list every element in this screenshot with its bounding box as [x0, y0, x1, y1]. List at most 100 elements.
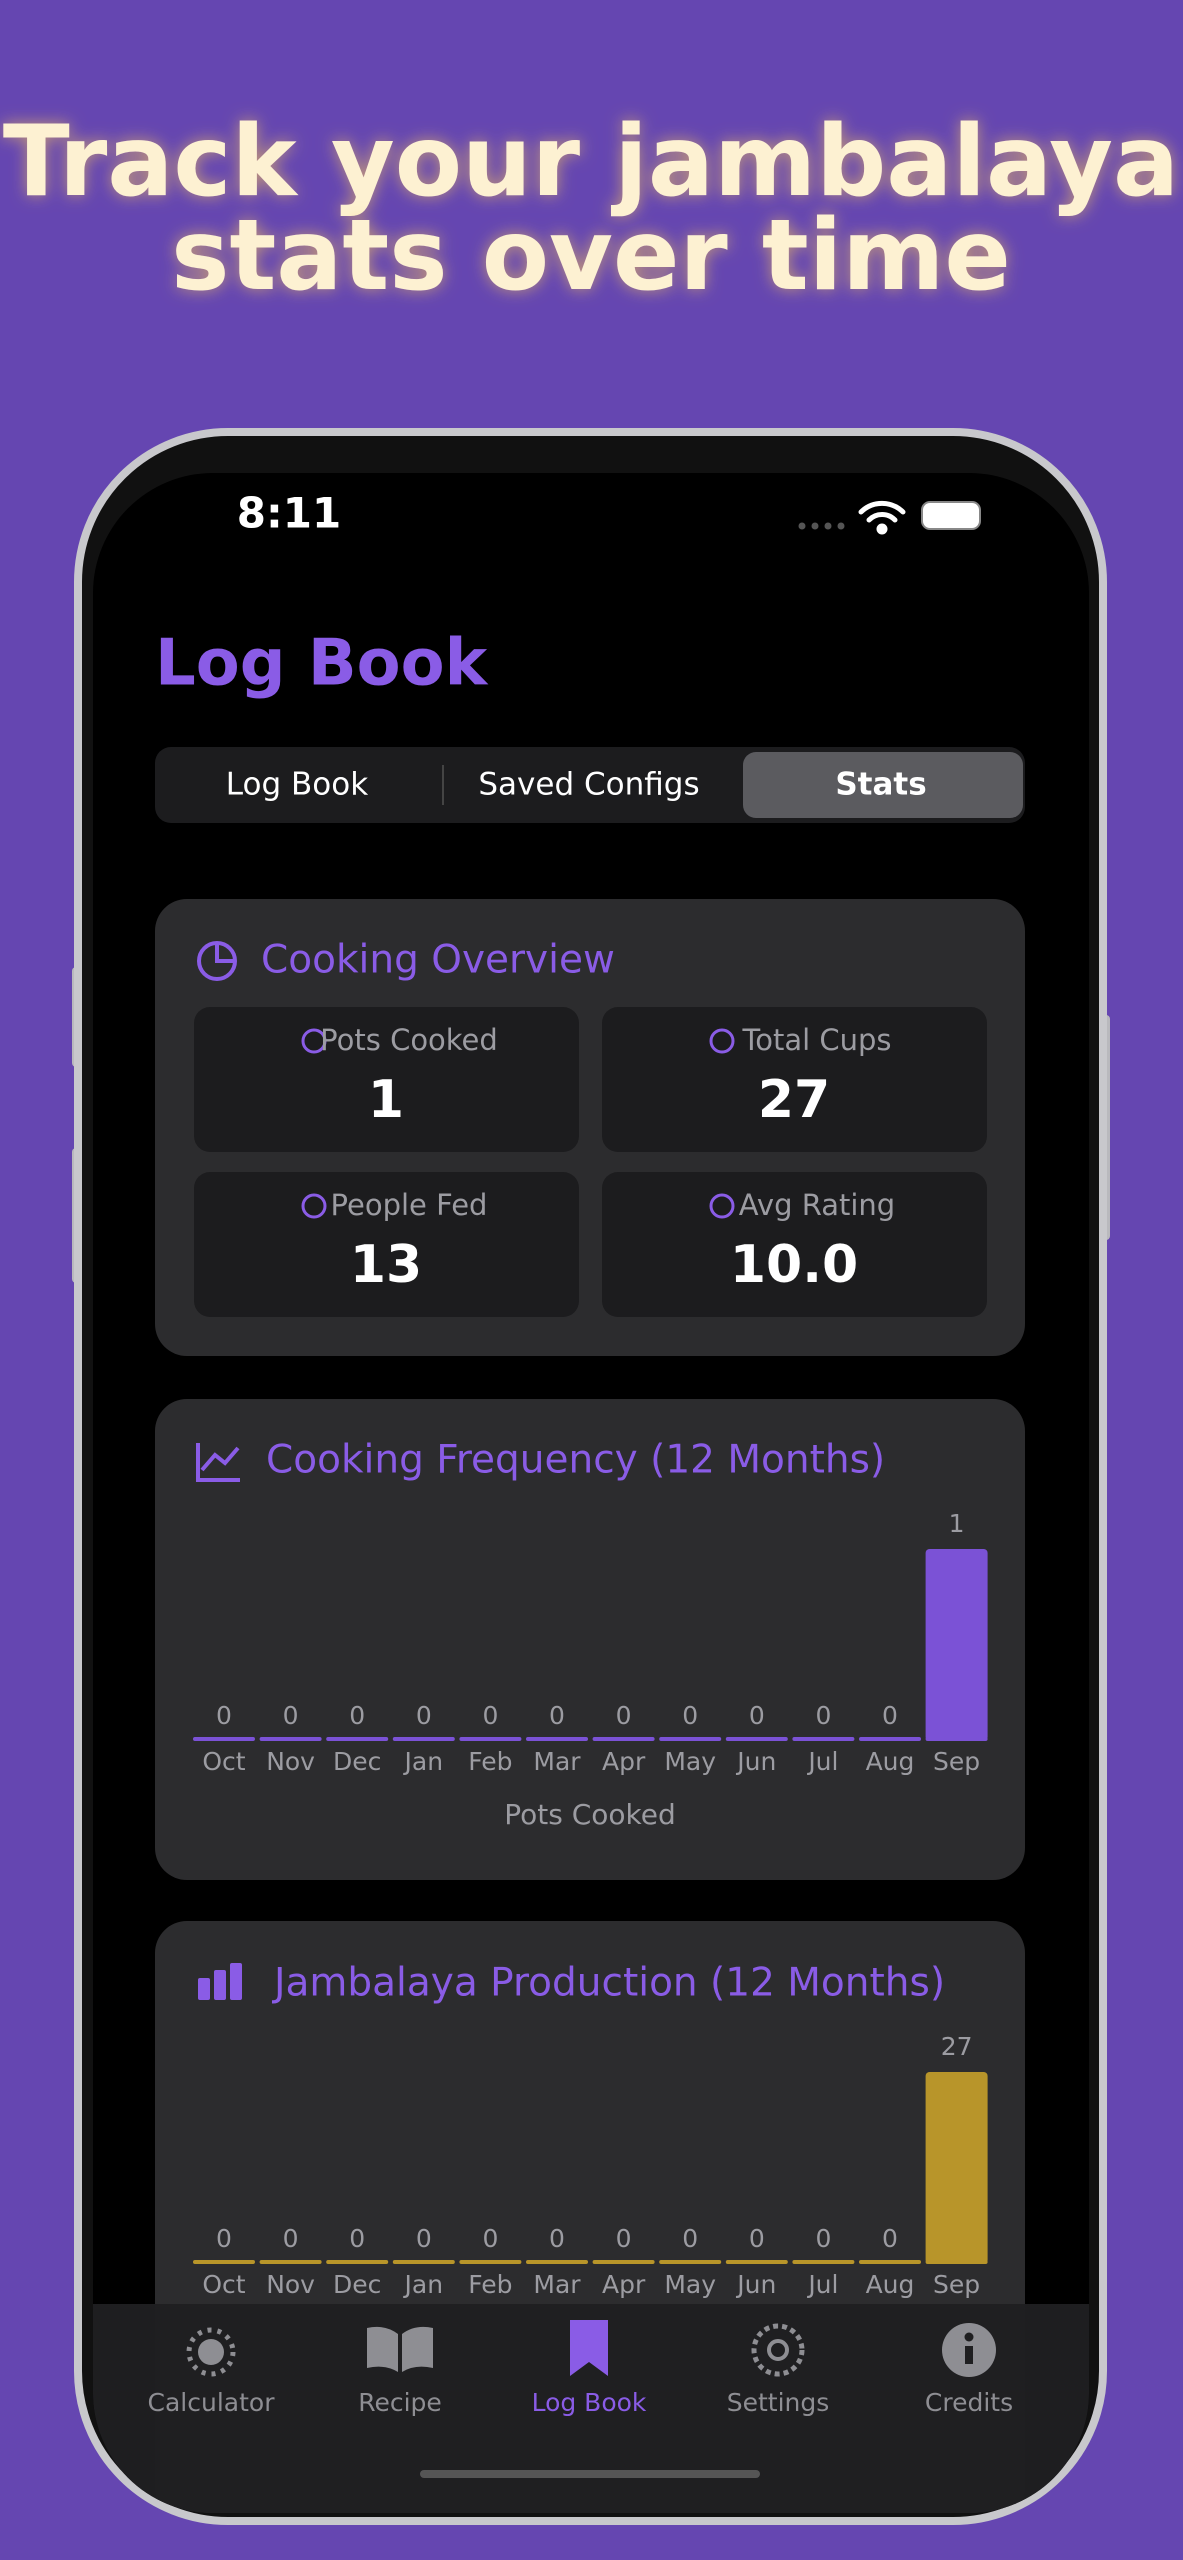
- stat-tile: [194, 1172, 579, 1317]
- data-label: 0: [416, 1701, 432, 1730]
- x-tick-label: Nov: [266, 1747, 315, 1776]
- chart-title: Jambalaya Production (12 Months): [271, 1961, 945, 2006]
- segment[interactable]: Stats: [835, 767, 926, 803]
- bar-baseline: [392, 2260, 455, 2264]
- x-tick-label: Jul: [806, 2270, 838, 2299]
- x-tick-label: Apr: [602, 1747, 646, 1776]
- wifi-icon: [858, 500, 906, 535]
- x-tick-label: Mar: [533, 1747, 581, 1776]
- data-label: 0: [349, 2224, 365, 2253]
- stat-icon: [709, 1193, 735, 1219]
- stat-icon: [301, 1028, 327, 1054]
- bar-baseline: [792, 1737, 855, 1741]
- x-tick-label: Aug: [866, 2270, 915, 2299]
- bar-baseline: [659, 2260, 722, 2264]
- stat-icon: [709, 1028, 735, 1054]
- data-label: 0: [682, 1701, 698, 1730]
- bar-baseline: [592, 1737, 655, 1741]
- x-tick-label: Feb: [468, 1747, 512, 1776]
- bar: [925, 2072, 988, 2264]
- battery-icon: [921, 501, 981, 530]
- data-label: 27: [941, 2032, 973, 2061]
- headline: stats over time: [171, 199, 1011, 313]
- data-label: 0: [482, 1701, 498, 1730]
- x-tick-label: Mar: [533, 2270, 581, 2299]
- stat-tile: [602, 1172, 987, 1317]
- data-label: 0: [416, 2224, 432, 2253]
- card: [155, 1399, 1025, 1880]
- x-tick-label: May: [664, 1747, 716, 1776]
- stat-label: Avg Rating: [739, 1188, 895, 1222]
- bar: [925, 1549, 988, 1741]
- stat-label: Pots Cooked: [320, 1023, 498, 1057]
- stat-label: Total Cups: [741, 1023, 891, 1057]
- bar-baseline: [392, 1737, 455, 1741]
- segment[interactable]: Log Book: [226, 767, 368, 803]
- data-label: 0: [482, 2224, 498, 2253]
- data-label: 0: [283, 1701, 299, 1730]
- x-tick-label: Dec: [333, 1747, 381, 1776]
- x-axis-label: Pots Cooked: [504, 1798, 676, 1831]
- data-label: 0: [283, 2224, 299, 2253]
- x-tick-label: Oct: [202, 1747, 245, 1776]
- bar-baseline: [526, 2260, 588, 2264]
- bar-baseline: [193, 2260, 255, 2264]
- x-tick-label: Oct: [202, 2270, 245, 2299]
- bar-icon: [198, 1963, 242, 2000]
- bar-baseline: [792, 2260, 855, 2264]
- tab-label[interactable]: Credits: [925, 2388, 1013, 2417]
- x-tick-label: Apr: [602, 2270, 646, 2299]
- stat-value: 13: [350, 1235, 422, 1295]
- stat-value: 27: [758, 1070, 830, 1130]
- bar-baseline: [259, 2260, 322, 2264]
- page-title: Log Book: [155, 627, 489, 701]
- x-tick-label: Aug: [866, 1747, 915, 1776]
- bar-baseline: [859, 2260, 921, 2264]
- x-tick-label: Feb: [468, 2270, 512, 2299]
- bar-baseline: [459, 1737, 522, 1741]
- bar-baseline: [326, 1737, 389, 1741]
- bar-baseline: [859, 1737, 921, 1741]
- status-dots: [798, 522, 845, 530]
- card-title: Cooking Overview: [261, 938, 615, 983]
- x-tick-label: Jun: [735, 2270, 776, 2299]
- stat-label: People Fed: [331, 1188, 488, 1222]
- bar-baseline: [193, 1737, 255, 1741]
- bar-baseline: [659, 1737, 722, 1741]
- line-chart-icon: [196, 1443, 240, 1482]
- home-indicator: [420, 2470, 760, 2478]
- stat-tile: [602, 1007, 987, 1152]
- data-label: 0: [882, 1701, 898, 1730]
- tab-label[interactable]: Recipe: [358, 2388, 442, 2417]
- data-label: 0: [549, 1701, 565, 1730]
- bar-baseline: [526, 1737, 588, 1741]
- bar-baseline: [326, 2260, 389, 2264]
- chart-title: Cooking Frequency (12 Months): [266, 1438, 885, 1483]
- status-time: 8:11: [237, 489, 341, 538]
- data-label: 0: [349, 1701, 365, 1730]
- data-label: 0: [682, 2224, 698, 2253]
- x-tick-label: Jan: [403, 2270, 444, 2299]
- tab-label[interactable]: Calculator: [148, 2388, 276, 2417]
- x-tick-label: Jun: [735, 1747, 776, 1776]
- segment-selected: [743, 752, 1023, 818]
- segment[interactable]: Saved Configs: [478, 767, 699, 803]
- data-label: 0: [616, 1701, 632, 1730]
- data-label: 0: [216, 2224, 232, 2253]
- stat-value: 1: [368, 1070, 404, 1130]
- app: 8:11 Log Book Log Book Saved Configs Sta…: [93, 489, 1089, 2513]
- bar-baseline: [725, 1737, 788, 1741]
- x-tick-label: Sep: [933, 2270, 980, 2299]
- tab-icons: [186, 2320, 996, 2377]
- x-tick-label: Nov: [266, 2270, 315, 2299]
- data-label: 0: [882, 2224, 898, 2253]
- x-tick-label: Dec: [333, 2270, 381, 2299]
- bar-baseline: [459, 2260, 522, 2264]
- tab-label[interactable]: Settings: [727, 2388, 830, 2417]
- stat-icon: [301, 1193, 327, 1219]
- tab-label[interactable]: Log Book: [532, 2388, 647, 2417]
- data-label: 0: [616, 2224, 632, 2253]
- pie-icon: [197, 941, 237, 981]
- headline: Track your jambalaya: [3, 105, 1179, 219]
